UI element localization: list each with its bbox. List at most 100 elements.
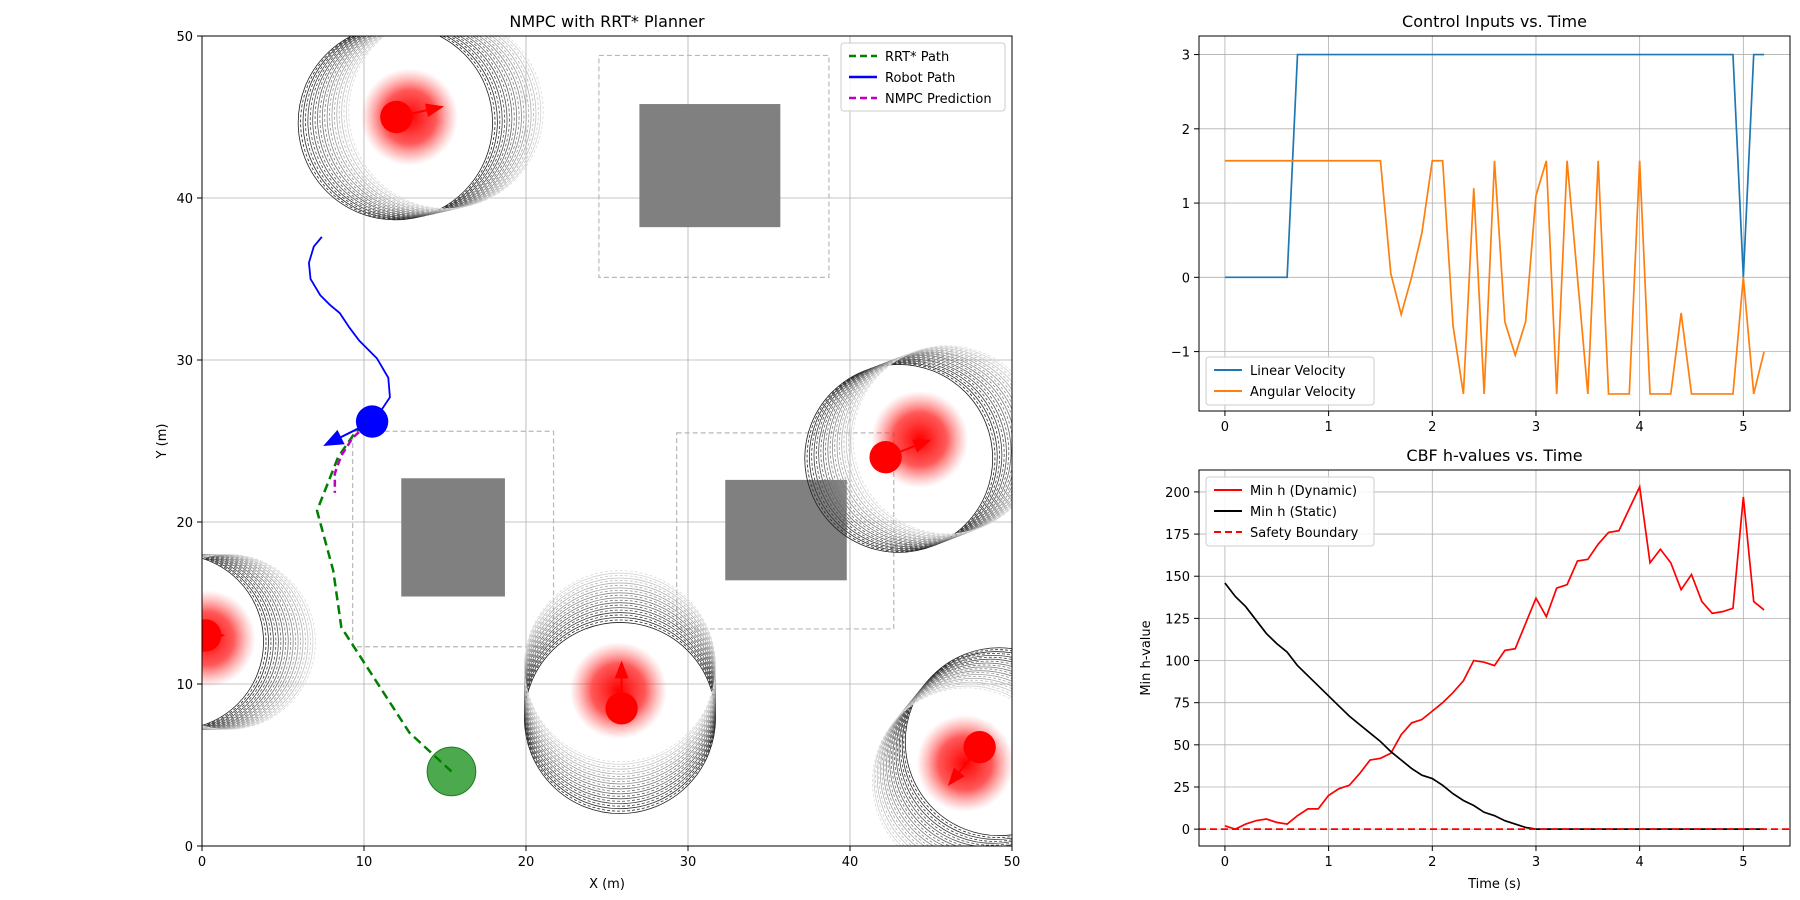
- static-obstacle: [401, 478, 505, 597]
- dynamic-obstacle-ring: [829, 354, 1012, 543]
- dynamic-obstacle-ring: [202, 555, 277, 729]
- x-tick-label: 3: [1532, 420, 1540, 435]
- y-tick-label: 3: [1182, 49, 1190, 64]
- dynamic-obstacle-arrow-head: [912, 439, 932, 453]
- dynamic-obstacle-ring: [307, 36, 503, 219]
- x-tick-label: 4: [1636, 420, 1644, 435]
- nmpc-prediction: [333, 423, 369, 493]
- dynamic-obstacle-ring: [904, 647, 1012, 837]
- dynamic-obstacle-ring: [202, 554, 289, 730]
- dynamic-obstacle-ring: [852, 345, 1012, 535]
- x-tick-label: 1: [1324, 855, 1332, 870]
- y-tick-label: 0: [1182, 271, 1190, 286]
- dynamic-obstacle-ring: [898, 655, 1012, 844]
- x-tick-label: 40: [842, 855, 859, 870]
- dynamic-obstacle-predicted-rings: [804, 345, 1012, 553]
- legend-box: [1205, 356, 1375, 406]
- dynamic-obstacle-ring: [841, 349, 1012, 539]
- y-tick-label: 2: [1182, 123, 1190, 138]
- x-tick-label: 50: [1004, 855, 1021, 870]
- dynamic-obstacle-ring: [883, 674, 1012, 846]
- dynamic-obstacle-ring: [892, 662, 1012, 846]
- map-axes-frame: [201, 35, 1013, 847]
- y-tick-label: 175: [1165, 528, 1190, 543]
- dynamic-obstacle-ring: [878, 679, 1012, 846]
- dynamic-obstacle-predicted-rings: [523, 570, 716, 815]
- legend-label: Angular Velocity: [1250, 385, 1356, 400]
- dynamic-obstacle-ring: [333, 36, 530, 213]
- dynamic-obstacle: [380, 100, 413, 134]
- dynamic-obstacle-ring: [804, 364, 994, 553]
- dynamic-obstacle-ring: [314, 36, 510, 217]
- dynamic-obstacle-ring: [832, 353, 1012, 543]
- legend-label: Linear Velocity: [1250, 364, 1346, 379]
- dynamic-obstacle-ring: [202, 555, 274, 729]
- dynamic-obstacle-ring: [321, 36, 518, 215]
- dynamic-obstacle-ring: [329, 36, 525, 214]
- axes-frame: [1198, 35, 1791, 412]
- dynamic-obstacle-ring: [815, 359, 1005, 549]
- dynamic-obstacle-ring: [202, 557, 267, 727]
- series-line-min-h-dynamic-: [1224, 483, 1765, 831]
- x-tick-label: 2: [1428, 420, 1436, 435]
- dynamic-obstacle-ring: [895, 658, 1012, 846]
- dynamic-obstacle-ring: [324, 36, 520, 215]
- dynamic-obstacle-ring: [881, 676, 1012, 846]
- dynamic-obstacle-ring: [887, 668, 1012, 846]
- dynamic-obstacle-ring: [848, 347, 1012, 536]
- y-tick-label: 50: [1173, 739, 1190, 754]
- axes-frame: [1198, 469, 1791, 847]
- dynamic-obstacle-ring: [836, 351, 1012, 541]
- dynamic-obstacle-ring: [873, 685, 1012, 846]
- dynamic-obstacle-ring: [343, 36, 539, 211]
- dynamic-obstacle-ring: [202, 556, 269, 728]
- map-x-axis-label: X (m): [589, 877, 625, 892]
- y-axis-label: Min h-value: [1139, 620, 1154, 695]
- dynamic-obstacle-ring: [893, 660, 1012, 846]
- static-obstacle-safety-margin: [676, 432, 895, 630]
- dynamic-obstacle-ring: [309, 36, 506, 218]
- dynamic-obstacle-ring: [297, 36, 493, 221]
- control-inputs-panel: 0 1 2 3 4 5 −1 0 1 2 3 Control Inputs vs. Time Linea…: [1171, 12, 1791, 435]
- panel-title: CBF h-values vs. Time: [1406, 446, 1582, 465]
- dynamic-obstacle-ring: [843, 349, 1012, 538]
- dynamic-obstacle-arrow-head: [424, 103, 445, 118]
- dynamic-obstacle-ring: [300, 36, 496, 220]
- plot-area: [1224, 53, 1765, 395]
- x-tick-label: 0: [1221, 420, 1229, 435]
- dynamic-obstacle-ring: [202, 554, 314, 730]
- dynamic-obstacle-ring: [884, 672, 1012, 846]
- x-tick-label: 5: [1739, 855, 1747, 870]
- dynamic-obstacle-ring: [348, 36, 544, 209]
- x-tick-label: 0: [1221, 855, 1229, 870]
- dynamic-obstacle-ring: [845, 348, 1012, 537]
- y-tick-label: 75: [1173, 697, 1190, 712]
- dynamic-obstacle-ring: [897, 656, 1012, 846]
- robot-path: [308, 236, 391, 423]
- dynamic-obstacle-ring: [305, 36, 501, 219]
- panel-title: Control Inputs vs. Time: [1402, 12, 1587, 31]
- dynamic-obstacle-ring: [875, 683, 1012, 846]
- dynamic-obstacle-ring: [338, 36, 534, 212]
- series-line-angular-velocity: [1224, 159, 1765, 395]
- dynamic-obstacle-ring: [808, 362, 998, 551]
- dynamic-obstacle-ring: [838, 350, 1012, 540]
- y-tick-label: 0: [185, 840, 193, 855]
- dynamic-obstacle-ring: [806, 363, 996, 552]
- y-tick-label: −1: [1171, 346, 1190, 361]
- dynamic-obstacle-predicted-rings: [297, 36, 544, 221]
- map-panel: 0 10 20 30 40 50 0 10 20 30 40 50 NMPC with RRT* Pla…: [155, 12, 1021, 892]
- y-tick-label: 125: [1165, 612, 1190, 627]
- goal-region: [426, 746, 477, 797]
- legend-box: [1205, 476, 1375, 547]
- y-tick-label: 40: [176, 192, 193, 207]
- dynamic-obstacle-predicted-rings: [872, 647, 1012, 846]
- robot-heading-arrow-head: [323, 429, 345, 447]
- map-title: NMPC with RRT* Planner: [509, 12, 705, 31]
- y-tick-label: 1: [1182, 197, 1190, 212]
- y-tick-label: 25: [1173, 781, 1190, 796]
- dynamic-obstacle-ring: [202, 554, 284, 730]
- dynamic-obstacle-ring: [886, 670, 1012, 846]
